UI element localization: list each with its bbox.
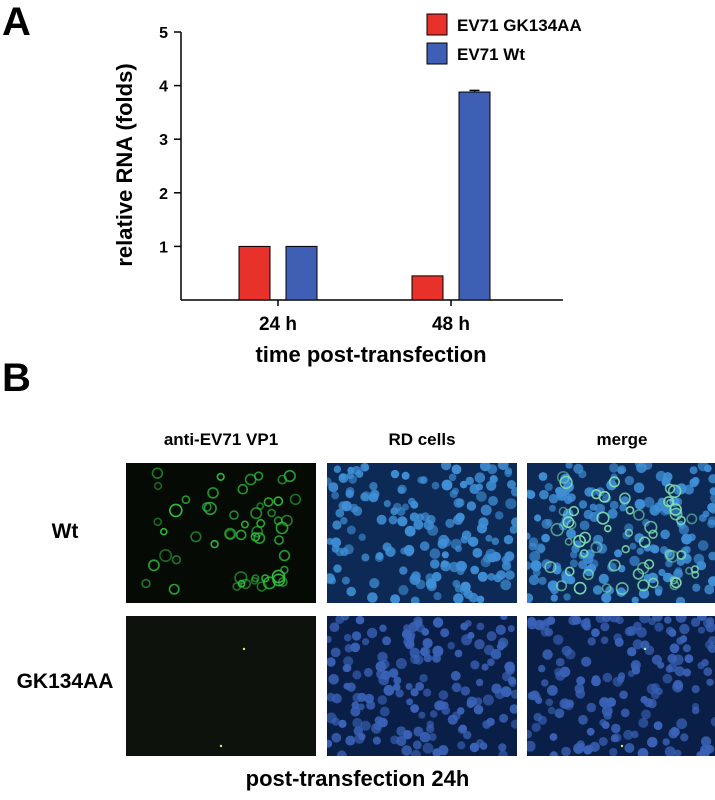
micrograph-wt-merge: [527, 463, 715, 603]
legend-label: EV71 GK134AA: [457, 16, 582, 35]
column-header-rd-cells: RD cells: [388, 430, 456, 449]
micrograph-gk134aa-rd-cells: [327, 616, 517, 756]
legend-swatch: [426, 13, 448, 36]
bar-gk134aa: [411, 275, 444, 301]
micrograph-gk134aa-merge: [527, 616, 715, 756]
panel-b-caption: post-transfection 24h: [245, 766, 470, 791]
bar-gk134aa: [238, 245, 271, 301]
bar-wt: [458, 91, 491, 301]
micrograph-wt-rd-cells: [327, 463, 517, 603]
x-axis-label: time post-transfection: [255, 342, 486, 367]
column-header-merge: merge: [596, 430, 648, 449]
column-header-vp1: anti-EV71 VP1: [163, 430, 279, 449]
chart-legend: EV71 GK134AA EV71 Wt: [426, 13, 582, 65]
chart-axes: 1 2 3 4 5 24 h 48 h: [159, 25, 563, 335]
bar-wt: [285, 245, 318, 301]
y-tick-label: 1: [159, 239, 168, 256]
y-tick-label: 5: [159, 25, 168, 42]
row-label-gk134aa: GK134AA: [16, 670, 114, 693]
y-tick-label: 3: [159, 132, 168, 149]
micrograph-gk134aa-vp1: [126, 616, 316, 756]
panel-b-letter: B: [2, 356, 31, 400]
row-label-wt: Wt: [51, 520, 79, 543]
x-tick-label: 24 h: [259, 314, 297, 335]
y-tick-label: 2: [159, 186, 168, 203]
y-axis-label: relative RNA (folds): [112, 63, 137, 266]
micrograph-wt-vp1: [126, 463, 316, 603]
x-tick-label: 48 h: [432, 314, 470, 335]
panel-a-letter: A: [2, 0, 31, 44]
y-tick-label: 4: [159, 79, 168, 96]
bar-chart: 1 2 3 4 5 24 h 48 h EV71 GK134AA EV71 Wt relati…: [112, 13, 582, 367]
legend-label: EV71 Wt: [457, 45, 525, 64]
legend-swatch: [426, 42, 448, 65]
chart-bars: [238, 89, 491, 301]
